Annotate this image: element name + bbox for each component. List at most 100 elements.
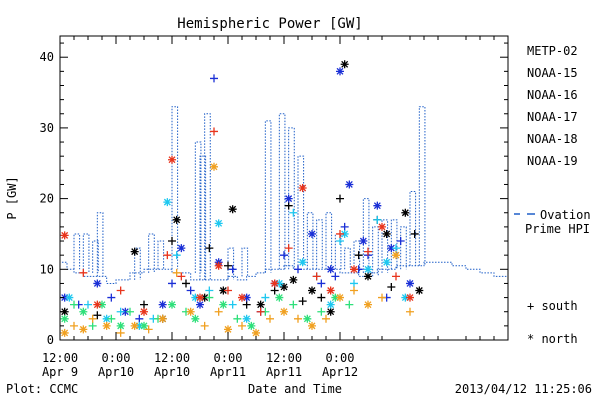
ovation-hpi-spike [316,219,323,270]
north-marker-noaa-15 [284,194,293,203]
north-marker-noaa-16 [102,314,111,323]
north-marker-noaa-19 [298,184,307,192]
chart-title: Hemispheric Power [GW] [177,16,362,32]
north-marker-metp-02 [130,247,139,256]
x-tick-label-date: Apr11 [210,365,246,379]
north-marker-noaa-19 [350,265,358,274]
legend-entry-noaa-18: NOAA-18 [527,132,578,146]
marker-legend-north: * north [527,332,578,346]
north-marker-metp-02 [382,229,391,238]
south-marker-noaa-15 [168,279,176,288]
south-marker-noaa-19 [284,244,293,253]
ovation-hpi-spike [288,127,295,270]
y-tick-label: 0 [47,333,54,347]
south-marker-noaa-15 [294,265,302,274]
ovation-hpi-spike [92,240,99,273]
ovation-hpi-spike [96,212,104,277]
ovation-hpi-spike [278,113,286,270]
north-marker-noaa-15 [345,180,354,189]
south-marker-noaa-18 [266,314,274,323]
south-marker-noaa-17 [126,307,134,316]
north-marker-noaa-18 [224,325,232,334]
ovation-hpi-spike [73,233,81,270]
north-marker-metp-02 [172,215,181,224]
north-marker-noaa-15 [308,229,316,238]
south-marker-noaa-18 [116,328,125,337]
north-marker-noaa-16 [242,314,251,323]
footer-right-timestamp: 2013/04/12 11:25:06 [455,382,592,396]
north-marker-metp-02 [289,275,298,284]
south-marker-noaa-16 [116,307,125,316]
north-marker-noaa-18 [308,321,316,330]
south-marker-noaa-18 [172,268,181,277]
south-marker-noaa-19 [177,272,186,281]
north-marker-noaa-18 [102,321,111,330]
south-marker-metp-02 [284,201,293,210]
south-marker-noaa-15 [280,251,288,260]
south-marker-metp-02 [270,286,279,295]
north-marker-noaa-18 [186,307,195,316]
ovation-hpi-spike [194,141,202,273]
north-marker-noaa-16 [163,198,172,207]
x-tick-label-time: 12:00 [42,351,78,365]
south-marker-noaa-19 [210,127,218,136]
north-marker-noaa-19 [168,155,176,164]
south-marker-noaa-19 [364,247,372,256]
north-marker-noaa-17 [79,307,88,316]
south-marker-noaa-19 [336,229,344,238]
north-marker-noaa-17 [219,300,228,309]
ovation-legend-line2: Prime HPI [525,222,590,236]
north-marker-noaa-16 [135,321,144,330]
north-marker-noaa-17 [116,321,125,330]
north-marker-noaa-18 [364,300,372,309]
x-axis-label: Date and Time [248,382,342,396]
south-marker-noaa-16 [228,300,237,309]
south-marker-noaa-18 [406,307,414,316]
south-marker-noaa-18 [214,307,223,316]
south-marker-noaa-18 [378,293,386,302]
north-marker-noaa-18 [210,162,218,171]
north-marker-noaa-19 [326,286,335,295]
ovation-hpi-spike [227,247,235,280]
north-marker-noaa-19 [214,261,223,270]
ovation-hpi-spike [297,155,305,266]
x-tick-label-date: Apr10 [154,365,190,379]
y-tick-label: 10 [40,262,54,276]
ovation-hpi-spike [362,198,370,273]
south-marker-noaa-15 [331,272,340,281]
south-marker-noaa-19 [392,272,400,281]
north-marker-metp-02 [326,307,335,316]
north-marker-metp-02 [228,205,237,214]
south-marker-noaa-15 [135,314,144,323]
north-marker-metp-02 [364,272,372,281]
x-tick-label-time: 12:00 [154,351,190,365]
ovation-hpi-spike [199,155,207,280]
north-marker-metp-02 [60,307,69,316]
north-marker-noaa-16 [326,300,335,309]
north-marker-noaa-19 [378,222,386,231]
north-marker-noaa-15 [326,265,335,274]
south-marker-metp-02 [336,194,344,203]
north-marker-noaa-15 [177,244,186,253]
ovation-hpi-spike [409,191,417,266]
north-marker-metp-02 [340,60,349,69]
north-marker-noaa-18 [280,307,288,316]
south-marker-metp-02 [205,244,214,253]
y-tick-label: 20 [40,192,54,206]
y-axis-label: P [GW] [5,176,19,219]
south-marker-noaa-15 [107,293,116,302]
north-marker-noaa-15 [359,237,368,246]
south-marker-noaa-16 [350,279,358,288]
footer-left-credit: Plot: CCMC [6,382,78,396]
north-marker-noaa-19 [196,293,204,302]
north-marker-noaa-17 [303,314,312,323]
north-marker-noaa-17 [275,293,284,302]
ovation-hpi-spike [157,240,165,270]
legend-entry-metp-02: METP-02 [527,44,578,58]
south-marker-metp-02 [298,297,307,306]
south-marker-noaa-17 [70,300,78,309]
south-marker-metp-02 [317,293,326,302]
north-marker-noaa-16 [214,219,223,228]
south-marker-noaa-16 [84,300,92,309]
